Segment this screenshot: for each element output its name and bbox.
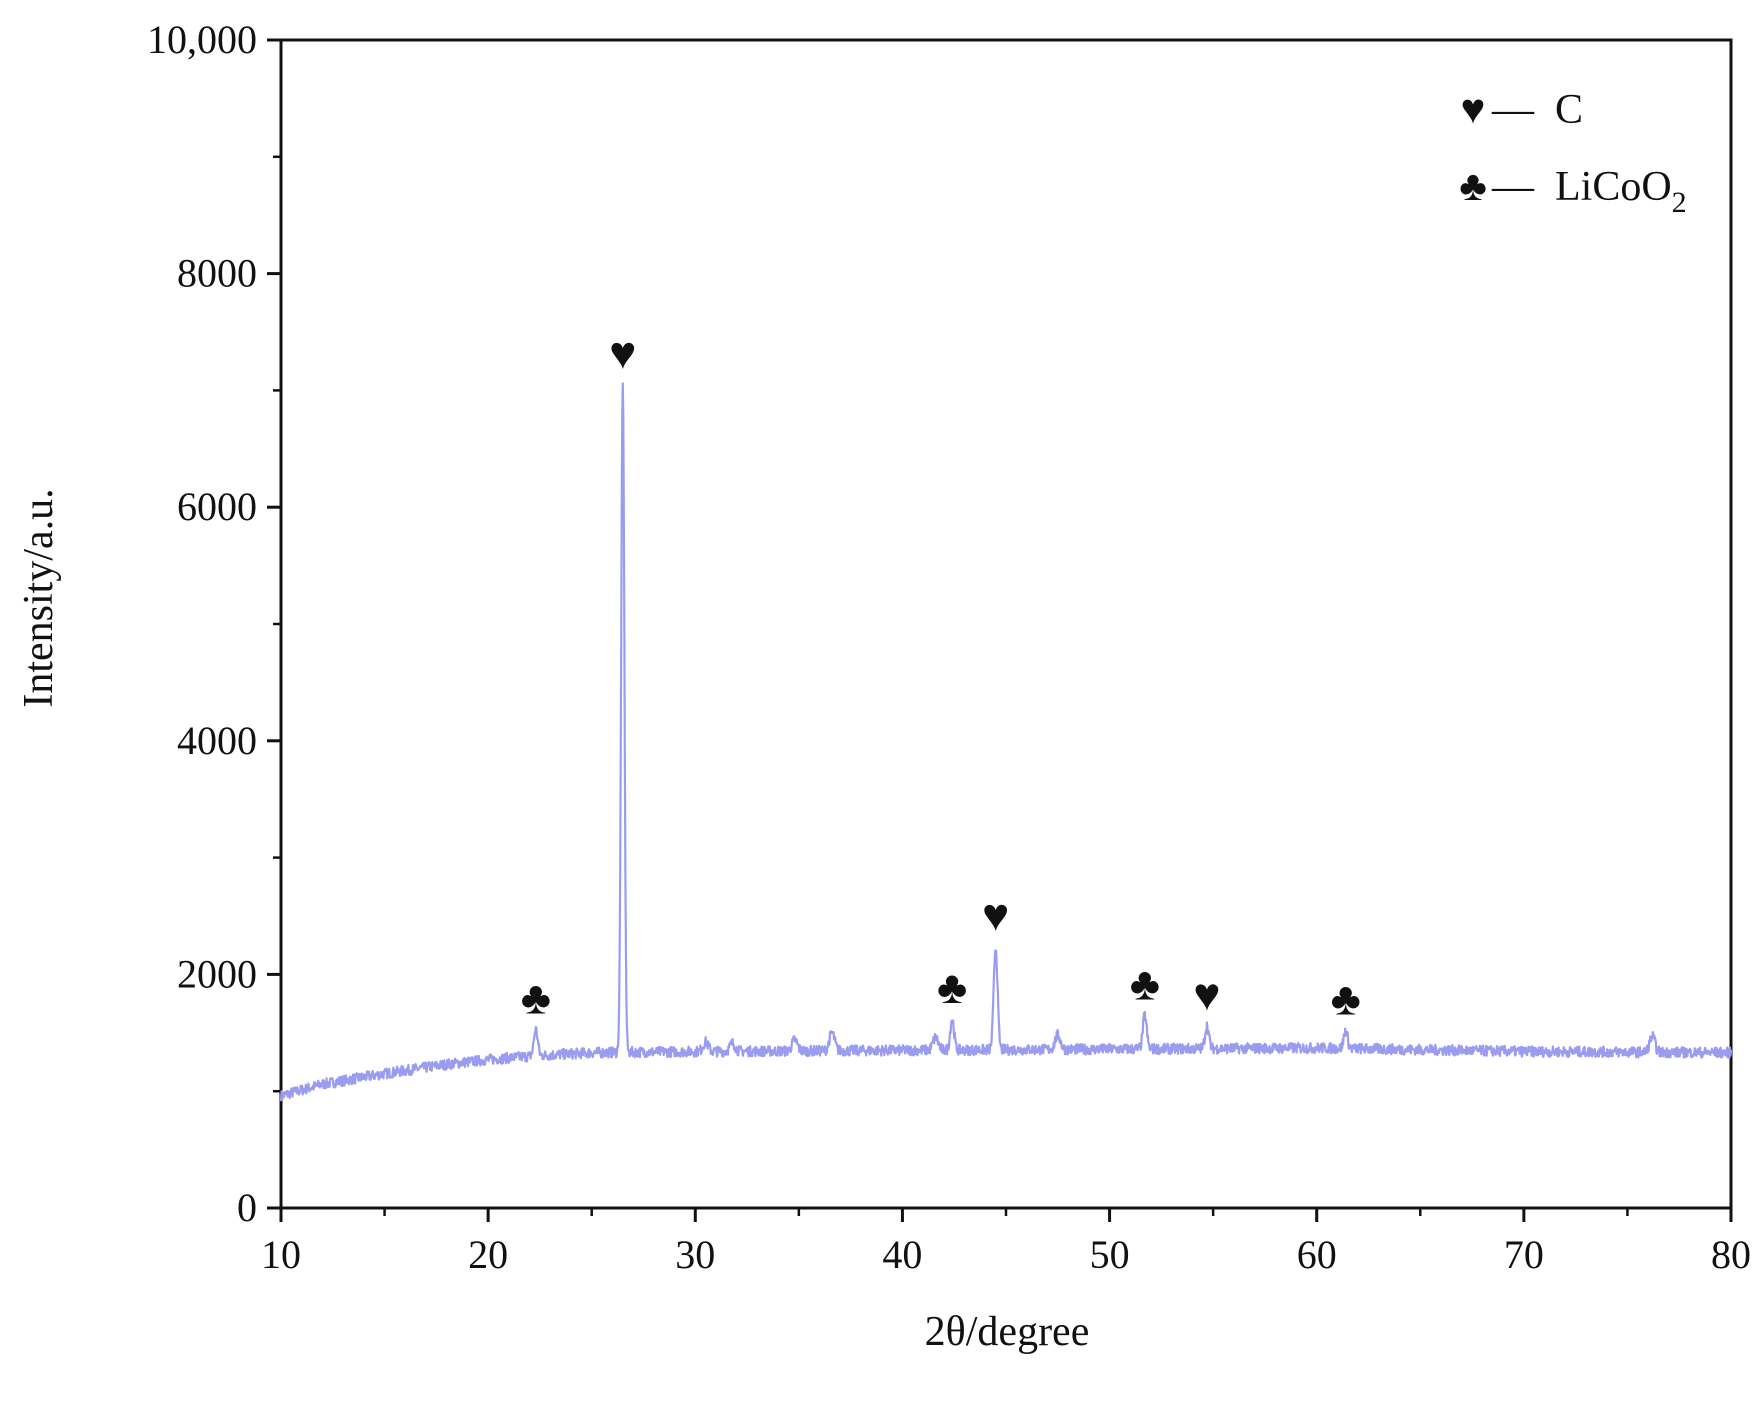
heart-marker: ♥ bbox=[609, 328, 636, 379]
plot-border bbox=[279, 38, 1733, 1210]
legend-item-club: ♣ –– LiCoO2 bbox=[1459, 164, 1686, 219]
x-tick-label: 80 bbox=[1711, 1232, 1751, 1277]
y-tick-label: 6000 bbox=[177, 484, 257, 529]
series-line-xrd bbox=[279, 382, 1733, 1102]
club-marker: ♣ bbox=[1331, 973, 1361, 1024]
x-tick-label: 10 bbox=[261, 1232, 301, 1277]
y-tick-label: 0 bbox=[237, 1185, 257, 1230]
peak-markers: ♣ ♥ ♣ ♥ ♣ ♥ ♣ bbox=[521, 328, 1361, 1025]
heart-icon: ♥ bbox=[1461, 87, 1486, 133]
club-marker: ♣ bbox=[521, 972, 551, 1023]
y-tick-label: 4000 bbox=[177, 718, 257, 763]
heart-marker: ♥ bbox=[1193, 969, 1220, 1020]
x-tick-label: 20 bbox=[468, 1232, 508, 1277]
club-marker: ♣ bbox=[1130, 958, 1160, 1009]
legend-label: LiCoO2 bbox=[1555, 164, 1687, 219]
y-tick-label: 2000 bbox=[177, 951, 257, 996]
series-layer bbox=[279, 382, 1733, 1102]
y-tick-label: 8000 bbox=[177, 251, 257, 296]
x-tick-label: 40 bbox=[882, 1232, 922, 1277]
y-axis: 0 2000 4000 6000 8000 10,000 bbox=[147, 17, 281, 1230]
x-tick-label: 30 bbox=[675, 1232, 715, 1277]
x-tick-label: 50 bbox=[1090, 1232, 1130, 1277]
x-axis: 10 20 30 40 50 60 70 80 bbox=[261, 1208, 1751, 1277]
legend-item-heart: ♥ –– C bbox=[1461, 87, 1583, 133]
legend-dash: –– bbox=[1491, 164, 1535, 210]
plot-frame bbox=[279, 38, 1733, 1210]
x-tick-label: 60 bbox=[1297, 1232, 1337, 1277]
y-axis-label: Intensity/a.u. bbox=[16, 488, 62, 707]
legend-label: C bbox=[1555, 87, 1583, 133]
legend-dash: –– bbox=[1491, 87, 1535, 133]
club-icon: ♣ bbox=[1459, 164, 1487, 210]
club-marker: ♣ bbox=[937, 962, 967, 1013]
y-tick-label: 10,000 bbox=[147, 17, 257, 62]
x-axis-label: 2θ/degree bbox=[925, 1309, 1090, 1355]
heart-marker: ♥ bbox=[982, 889, 1009, 940]
x-tick-label: 70 bbox=[1504, 1232, 1544, 1277]
legend: ♥ –– C ♣ –– LiCoO2 bbox=[1459, 87, 1686, 219]
